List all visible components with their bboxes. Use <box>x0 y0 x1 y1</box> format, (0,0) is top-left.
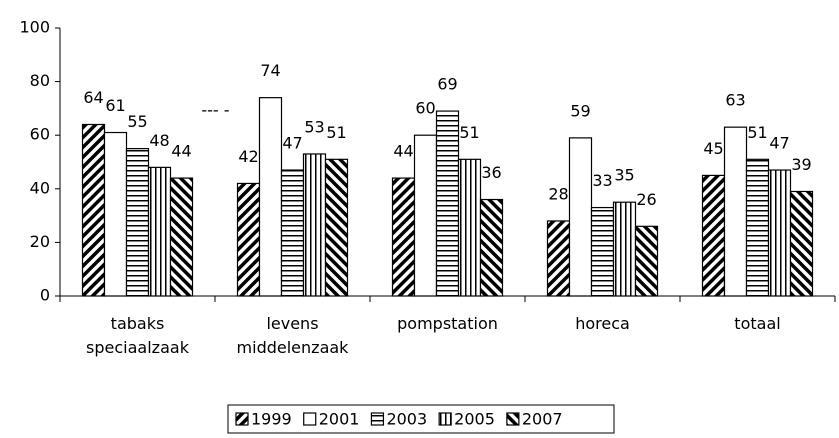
bar <box>789 190 814 297</box>
value-label: 64 <box>83 88 103 107</box>
legend-label: 2007 <box>522 410 563 429</box>
bar <box>302 153 327 297</box>
bar <box>413 134 438 297</box>
bar <box>280 169 305 297</box>
value-label: 53 <box>304 117 324 136</box>
value-label: 48 <box>149 131 169 150</box>
y-tick-label: 0 <box>40 286 50 305</box>
value-label: 45 <box>703 139 723 158</box>
legend-swatch <box>438 412 452 426</box>
value-label: 55 <box>127 112 147 131</box>
bar <box>147 166 172 297</box>
y-tick-label: 40 <box>30 178 50 197</box>
annotation: --- - <box>201 101 229 120</box>
x-tick-label: totaal <box>734 314 781 333</box>
bar <box>568 137 593 297</box>
y-tick-label: 100 <box>19 18 50 37</box>
bar <box>745 158 770 297</box>
bar <box>479 198 504 297</box>
y-tick-label: 20 <box>30 232 50 251</box>
value-label: 61 <box>105 96 125 115</box>
value-label: 47 <box>769 134 789 153</box>
legend-label: 2005 <box>454 410 495 429</box>
value-label: 44 <box>393 142 413 161</box>
bar <box>767 169 792 297</box>
value-label: 69 <box>437 75 457 94</box>
value-label: 44 <box>171 142 191 161</box>
value-label: 63 <box>725 91 745 110</box>
legend-box <box>227 404 615 434</box>
bar <box>258 97 283 297</box>
legend-label: 2001 <box>319 410 360 429</box>
legend-swatch <box>235 412 249 426</box>
value-label: 74 <box>260 61 280 80</box>
bar <box>103 131 128 297</box>
value-label: 59 <box>570 101 590 120</box>
bar <box>324 158 349 297</box>
value-label: 28 <box>548 184 568 203</box>
value-label: 42 <box>238 147 258 166</box>
bar <box>391 177 416 297</box>
y-tick-label: 80 <box>30 71 50 90</box>
bar <box>701 174 726 297</box>
bar <box>590 206 615 297</box>
legend-swatch <box>506 412 520 426</box>
value-label: 51 <box>326 123 346 142</box>
x-tick-label: levens middelenzaak <box>236 314 349 357</box>
value-label: 60 <box>415 99 435 118</box>
bar <box>435 110 460 297</box>
value-label: 51 <box>459 123 479 142</box>
value-label: 26 <box>636 190 656 209</box>
x-tick-label: tabaks speciaalzaak <box>86 314 189 357</box>
legend-swatch <box>303 412 317 426</box>
bar <box>81 123 106 297</box>
x-tick-label: pompstation <box>397 314 498 333</box>
bar <box>723 126 748 297</box>
value-label: 35 <box>614 166 634 185</box>
y-tick-label: 60 <box>30 125 50 144</box>
legend-label: 2003 <box>386 410 427 429</box>
bar <box>634 225 659 297</box>
bar <box>457 158 482 297</box>
value-label: 39 <box>791 155 811 174</box>
bar <box>125 148 150 297</box>
x-tick-label: horeca <box>575 314 630 333</box>
value-label: 51 <box>747 123 767 142</box>
value-label: 47 <box>282 134 302 153</box>
value-label: 33 <box>592 171 612 190</box>
bar <box>612 201 637 297</box>
bar <box>546 220 571 297</box>
bar <box>169 177 194 297</box>
value-label: 36 <box>481 163 501 182</box>
legend-swatch <box>370 412 385 426</box>
legend-label: 1999 <box>251 410 292 429</box>
bar <box>236 182 261 297</box>
